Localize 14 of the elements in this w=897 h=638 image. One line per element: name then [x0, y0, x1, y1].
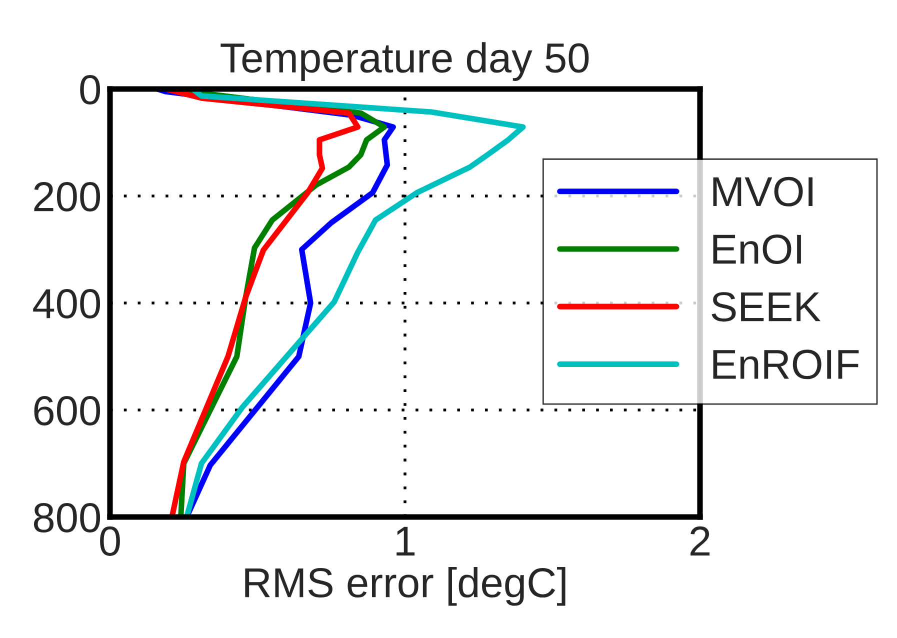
- x-axis-title: RMS error [degC]: [245, 566, 566, 606]
- x-tick-label: 2: [690, 526, 710, 556]
- legend-label: EnROIF: [713, 350, 859, 380]
- y-tick-label: 200: [34, 182, 100, 212]
- x-tick-label: 0: [100, 526, 120, 556]
- legend-label: SEEK: [712, 292, 821, 322]
- chart-title: Temperature day 50: [220, 42, 589, 81]
- y-tick-label: 400: [33, 289, 100, 319]
- x-tick-label: 1: [396, 526, 415, 556]
- y-tick-label: 600: [34, 396, 100, 426]
- y-tick-label: 0: [80, 75, 100, 105]
- y-tick-label: 800: [34, 503, 100, 533]
- legend-label: MVOI: [713, 176, 812, 206]
- legend-label: EnOI: [713, 234, 801, 264]
